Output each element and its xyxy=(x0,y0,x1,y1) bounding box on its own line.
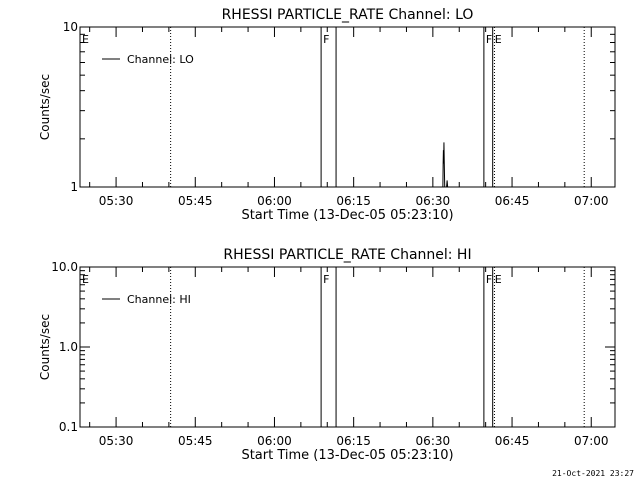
x-axis-label-lo: Start Time (13-Dec-05 05:23:10) xyxy=(241,208,453,223)
legend-label-hi: Channel: HI xyxy=(127,293,191,306)
y-tick-label-hi-10-0: 10.0 xyxy=(51,260,78,274)
y-tick-label-hi-1-0: 1.0 xyxy=(59,340,78,354)
chart-title-hi: RHESSI PARTICLE_RATE Channel: HI xyxy=(223,247,471,263)
event-label-lo-4: F xyxy=(486,33,492,46)
series-line-lo-0 xyxy=(442,142,449,188)
event-label-hi-4: F xyxy=(486,273,492,286)
footer-timestamp: 21-Oct-2021 23:27 xyxy=(552,469,634,478)
x-tick-label-hi-06-45: 06:45 xyxy=(495,434,530,448)
x-tick-label-lo-05-30: 05:30 xyxy=(99,194,134,208)
event-label-lo-5: E xyxy=(495,33,502,46)
x-tick-label-lo-06-45: 06:45 xyxy=(495,194,530,208)
event-label-lo-0: E xyxy=(82,33,89,46)
y-tick-label-hi-0-1: 0.1 xyxy=(59,420,78,434)
y-axis-label-lo: Counts/sec xyxy=(38,74,52,140)
x-tick-label-lo-05-45: 05:45 xyxy=(178,194,213,208)
x-tick-label-hi-05-45: 05:45 xyxy=(178,434,213,448)
x-tick-label-lo-06-00: 06:00 xyxy=(257,194,292,208)
event-label-hi-0: E xyxy=(82,273,89,286)
event-label-hi-5: E xyxy=(495,273,502,286)
x-tick-label-hi-06-00: 06:00 xyxy=(257,434,292,448)
x-tick-label-hi-06-30: 06:30 xyxy=(416,434,451,448)
x-tick-label-hi-07-00: 07:00 xyxy=(574,434,609,448)
y-axis-label-hi: Counts/sec xyxy=(38,314,52,380)
event-label-hi-2: F xyxy=(323,273,329,286)
legend-label-lo: Channel: LO xyxy=(127,53,194,66)
x-tick-label-lo-06-30: 06:30 xyxy=(416,194,451,208)
x-tick-label-lo-07-00: 07:00 xyxy=(574,194,609,208)
plot-frame-lo xyxy=(79,26,616,188)
x-tick-label-lo-06-15: 06:15 xyxy=(336,194,371,208)
x-axis-label-hi: Start Time (13-Dec-05 05:23:10) xyxy=(241,448,453,463)
x-tick-label-hi-06-15: 06:15 xyxy=(336,434,371,448)
x-tick-label-hi-05-30: 05:30 xyxy=(99,434,134,448)
y-tick-label-lo-1: 1 xyxy=(70,180,78,194)
y-tick-label-lo-10: 10 xyxy=(63,20,78,34)
chart-title-lo: RHESSI PARTICLE_RATE Channel: LO xyxy=(222,7,474,23)
event-label-lo-2: F xyxy=(323,33,329,46)
plot-frame-hi xyxy=(79,266,616,428)
